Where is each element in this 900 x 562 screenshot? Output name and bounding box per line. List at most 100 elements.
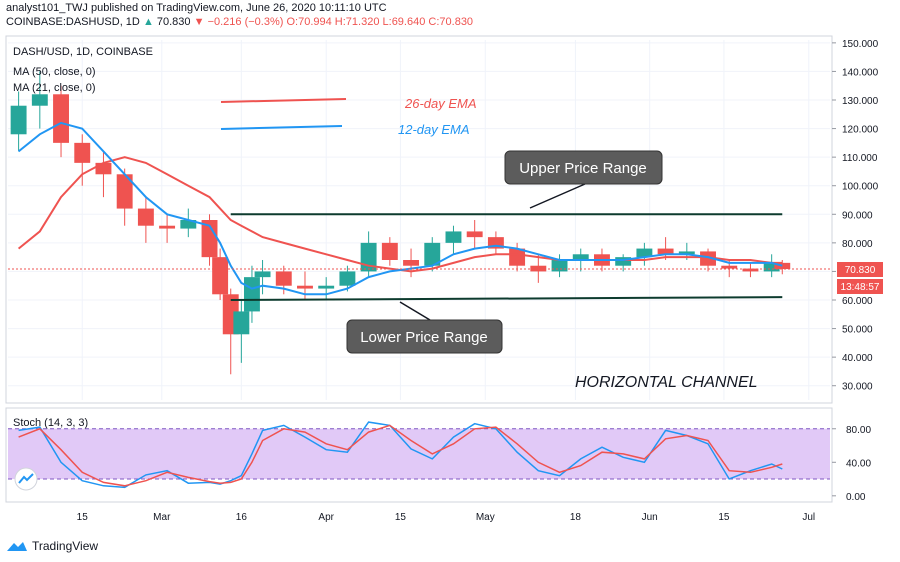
price-tick-label: 110.000 — [842, 153, 878, 164]
candle-body — [403, 260, 419, 266]
candle-body — [254, 271, 271, 278]
candle-body — [159, 225, 176, 229]
countdown-tag — [837, 279, 883, 294]
candle-body — [615, 257, 632, 266]
candle-body — [53, 94, 69, 143]
badge-chart-icon — [18, 473, 34, 484]
ma50-legend: MA (50, close, 0) — [13, 66, 96, 78]
candle-body — [487, 237, 504, 249]
ema26-line — [17, 156, 783, 273]
candle-body — [509, 248, 526, 266]
low-value: L:69.640 — [382, 16, 426, 28]
lower-callout-pointer — [399, 301, 431, 321]
tradingview-logo-icon — [7, 542, 27, 551]
ema12-annotation: 12-day EMA — [398, 122, 470, 137]
candle-body — [530, 265, 547, 272]
candle-body — [233, 311, 250, 335]
price-tick-label: 130.000 — [842, 96, 879, 107]
high-value: H:71.320 — [334, 16, 380, 28]
stoch-k-line — [18, 421, 783, 489]
publish-line: analyst101_TWJ published on TradingView.… — [6, 2, 387, 14]
last-price-tag-text: 70.830 — [845, 265, 876, 276]
stoch-tick-label: 80.00 — [846, 425, 871, 436]
time-x-axis: 15 Mar 16 Apr 15 May 18 Jun 15 Jul — [77, 512, 816, 523]
stoch-y-axis: 80.00 40.00 0.00 — [832, 425, 871, 503]
candle-body — [774, 262, 791, 270]
candle-body — [212, 257, 229, 295]
candle-body — [95, 162, 112, 175]
price-tick-label: 30.000 — [842, 382, 873, 393]
channel-annotation: HORIZONTAL CHANNEL — [575, 374, 758, 391]
stoch-tick-label: 40.00 — [846, 458, 871, 469]
close-value: C:70.830 — [428, 16, 474, 28]
candle-body — [339, 271, 356, 286]
last-price-icon: ▲ — [142, 16, 154, 28]
price-tick-label: 90.000 — [842, 210, 873, 221]
price-tick-label: 50.000 — [842, 325, 873, 336]
time-tick-label: Jul — [802, 512, 815, 523]
candle-body — [275, 271, 292, 286]
candle-body — [201, 220, 218, 258]
candle-body — [10, 105, 27, 135]
time-tick-label: 15 — [395, 512, 407, 523]
last-price: 70.830 — [156, 16, 191, 28]
candle-body — [243, 277, 260, 312]
time-tick-label: 15 — [718, 512, 730, 523]
candle-body — [721, 265, 738, 269]
candle-body — [700, 251, 716, 266]
candle-body — [381, 242, 398, 260]
candle-body — [424, 242, 441, 266]
publish-header: analyst101_TWJ published on TradingView.… — [6, 2, 473, 28]
candle-body — [116, 174, 133, 209]
countdown-tag-text: 13:48:57 — [841, 282, 880, 293]
open-value: O:70.994 — [286, 16, 332, 28]
stoch-tick-label: 0.00 — [846, 492, 866, 503]
ma21-legend: MA (21, close, 0) — [13, 82, 96, 94]
lower-channel-line — [230, 296, 783, 301]
price-tick-label: 140.000 — [842, 67, 879, 78]
time-tick-label: Mar — [153, 512, 171, 523]
stoch-legend: Stoch (14, 3, 3) — [13, 417, 88, 429]
price-y-axis: 150.000 140.000 130.000 120.000 110.000 100.0… — [832, 39, 879, 393]
ema12-line — [17, 121, 783, 296]
ema12-key-line — [220, 125, 343, 130]
candle-body — [180, 220, 197, 229]
symbol-label: COINBASE:DASHUSD, 1D — [6, 16, 140, 28]
price-tick-label: 150.000 — [842, 39, 879, 50]
time-tick-label: 16 — [236, 512, 248, 523]
price-tick-label: 120.000 — [842, 125, 879, 136]
time-tick-label: 18 — [570, 512, 582, 523]
candle-body — [297, 285, 313, 289]
lower-range-callout — [346, 319, 503, 354]
candle-body — [466, 231, 483, 238]
time-tick-label: 15 — [77, 512, 89, 523]
upper-range-callout — [504, 150, 663, 185]
candle-body — [137, 208, 154, 226]
stoch-d-line — [18, 424, 783, 487]
last-price-tag — [837, 262, 883, 277]
candle-body — [763, 262, 780, 272]
ema26-annotation: 26-day EMA — [404, 96, 477, 111]
candle-body — [551, 260, 568, 272]
symbol-quote-line: COINBASE:DASHUSD, 1D ▲ 70.830 ▼ −0.216 (… — [6, 16, 473, 28]
time-tick-label: May — [476, 512, 495, 523]
lower-range-text: Lower Price Range — [360, 329, 488, 346]
candle-body — [318, 285, 335, 289]
candle-body — [31, 94, 48, 106]
candle-body — [572, 254, 589, 260]
price-tick-label: 100.000 — [842, 182, 879, 193]
stoch-band — [8, 428, 830, 480]
price-tick-label: 60.000 — [842, 296, 873, 307]
price-change: −0.216 (−0.3%) — [207, 16, 284, 28]
candle-body — [636, 248, 653, 258]
upper-range-text: Upper Price Range — [519, 160, 647, 177]
pair-legend: DASH/USD, 1D, COINBASE — [13, 46, 153, 58]
tradingview-brand: TradingView — [32, 539, 99, 553]
candle-body — [742, 268, 759, 272]
ema26-key-line — [220, 98, 347, 103]
tradingview-footer[interactable]: TradingView — [6, 539, 98, 553]
candle-body — [678, 251, 695, 255]
change-down-icon: ▼ — [193, 16, 205, 28]
candle-body — [445, 231, 462, 243]
